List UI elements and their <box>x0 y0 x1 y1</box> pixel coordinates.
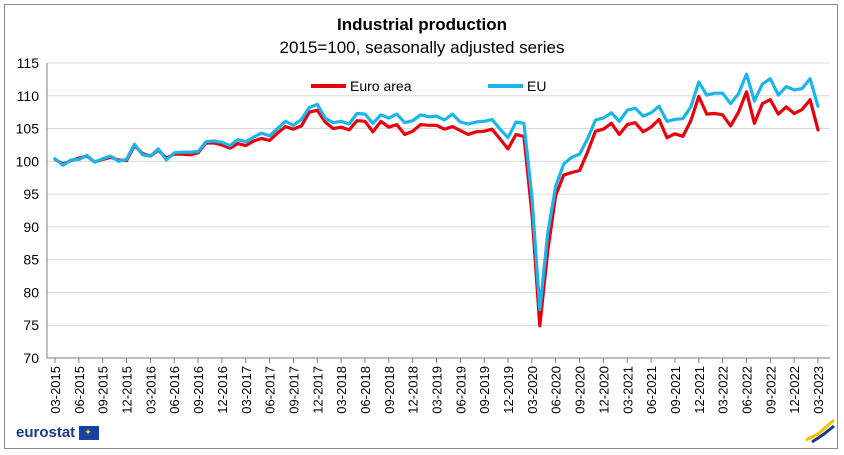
y-tick-label: 115 <box>17 55 40 71</box>
x-tick-label: 06-2015 <box>72 366 87 414</box>
series-line-euro-area <box>53 90 820 328</box>
x-tick-label: 09-2022 <box>763 366 778 414</box>
x-tick-label: 09-2019 <box>477 366 492 414</box>
y-tick-label: 100 <box>16 153 40 169</box>
x-tick-label: 09-2017 <box>286 366 301 414</box>
x-tick-label: 06-2018 <box>358 366 373 414</box>
eu-flag-icon <box>79 425 100 440</box>
legend-label-1: EU <box>527 78 546 94</box>
x-tick-label: 06-2021 <box>644 366 659 414</box>
eurostat-logo-text: eurostat <box>16 424 76 441</box>
series-line-eu <box>53 72 820 312</box>
x-tick-label: 03-2022 <box>716 366 731 414</box>
x-tick-label: 12-2015 <box>120 366 135 414</box>
y-tick-label: 80 <box>23 284 39 300</box>
y-tick-label: 95 <box>23 186 39 202</box>
x-tick-label: 09-2016 <box>191 366 206 414</box>
x-tick-label: 12-2021 <box>692 366 707 414</box>
x-tick-label: 03-2023 <box>811 366 826 414</box>
chart-title: Industrial production <box>337 15 507 34</box>
x-tick-label: 09-2020 <box>573 366 588 414</box>
y-tick-label: 75 <box>23 317 39 333</box>
x-tick-label: 03-2015 <box>48 366 63 414</box>
corner-decoration-icon <box>805 418 835 444</box>
series-lines <box>53 72 820 328</box>
eurostat-logo: eurostat <box>16 424 100 441</box>
x-tick-label: 09-2021 <box>668 366 683 414</box>
y-tick-label: 105 <box>16 121 40 137</box>
x-tick-label: 06-2020 <box>549 366 564 414</box>
x-tick-label: 12-2019 <box>501 366 516 414</box>
x-tick-label: 06-2019 <box>453 366 468 414</box>
y-tick-label: 85 <box>23 252 39 268</box>
x-tick-label: 06-2016 <box>167 366 182 414</box>
chart-subtitle: 2015=100, seasonally adjusted series <box>279 38 565 57</box>
x-tick-label: 12-2016 <box>215 366 230 414</box>
legend-label-0: Euro area <box>350 78 412 94</box>
x-tick-label: 06-2022 <box>739 366 754 414</box>
x-tick-label: 06-2017 <box>263 366 278 414</box>
x-tick-label: 12-2022 <box>787 366 802 414</box>
x-tick-label: 03-2017 <box>239 366 254 414</box>
y-tick-label: 110 <box>17 88 40 104</box>
y-tick-label: 70 <box>23 350 39 366</box>
x-tick-label: 03-2019 <box>430 366 445 414</box>
y-tick-label: 90 <box>23 219 39 235</box>
x-tick-label: 09-2015 <box>96 366 111 414</box>
x-tick-label: 12-2020 <box>596 366 611 414</box>
x-tick-label: 03-2018 <box>334 366 349 414</box>
legend: Euro area EU <box>311 78 546 94</box>
x-tick-label: 12-2018 <box>406 366 421 414</box>
x-tick-label: 03-2016 <box>143 366 158 414</box>
gridlines <box>46 62 830 359</box>
x-axis-ticks: 03-2015 06-2015 09-2015 12-2015 03-2016 06-20… <box>48 358 826 414</box>
x-tick-label: 03-2020 <box>525 366 540 414</box>
x-tick-label: 03-2021 <box>620 366 635 414</box>
x-tick-label: 09-2018 <box>382 366 397 414</box>
x-tick-label: 12-2017 <box>310 366 325 414</box>
y-axis-ticks: 70 75 80 85 90 95 100 105 110 115 <box>16 55 40 366</box>
